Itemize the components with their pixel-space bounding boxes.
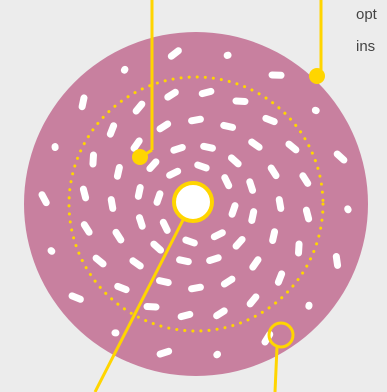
dust-hole — [80, 221, 93, 236]
dust-hole — [156, 347, 173, 358]
dust-hole — [269, 228, 279, 245]
dust-hole — [228, 202, 239, 218]
dust-hole — [170, 143, 186, 154]
callout-dot — [132, 149, 148, 165]
dust-hole — [120, 65, 129, 74]
dust-hole — [47, 247, 56, 255]
dust-hole — [132, 100, 146, 115]
dust-hole — [155, 277, 172, 287]
dust-hole — [332, 252, 342, 269]
dust-hole — [285, 140, 300, 154]
dust-hole — [220, 275, 236, 288]
dust-hole — [51, 143, 59, 152]
dust-hole — [79, 185, 90, 202]
dust-hole — [262, 114, 278, 126]
dust-hole — [206, 254, 222, 265]
dust-hole — [198, 87, 215, 98]
dust-hole — [302, 206, 313, 223]
dust-hole — [164, 88, 179, 101]
dotted-ring — [67, 75, 325, 333]
dust-hole — [134, 184, 144, 200]
dust-hole — [223, 51, 232, 59]
dust-hole — [153, 190, 164, 206]
dust-hole — [182, 236, 198, 247]
dust-hole — [248, 208, 258, 224]
dust-hole — [220, 121, 237, 131]
dust-hole — [146, 158, 160, 173]
dust-hole — [159, 218, 171, 234]
dust-hole — [188, 283, 204, 293]
dust-hole — [177, 310, 194, 321]
dust-hole — [130, 137, 143, 152]
dust-hole — [188, 115, 204, 125]
dust-hole — [167, 47, 182, 60]
dust-hole — [227, 154, 242, 168]
dust-hole — [232, 97, 249, 105]
dust-hole — [150, 240, 165, 254]
dust-hole — [267, 164, 280, 180]
dust-hole — [68, 292, 84, 303]
dust-hole — [295, 240, 303, 257]
dust-hole — [232, 235, 246, 250]
dust-hole — [246, 178, 257, 194]
dust-hole — [194, 161, 210, 172]
dust-hole — [135, 214, 146, 230]
callout-line — [93, 219, 185, 392]
dust-hole — [89, 151, 97, 168]
dust-hole — [210, 229, 226, 241]
dust-hole — [114, 282, 130, 294]
dust-hole — [106, 122, 118, 138]
dust-hole — [213, 307, 228, 320]
dust-hole — [166, 167, 182, 179]
dust-hole — [176, 256, 192, 266]
dust-hole — [107, 196, 117, 212]
dust-hole — [78, 94, 88, 111]
dust-hole — [112, 228, 125, 244]
dust-hole — [249, 256, 262, 271]
dust-hole — [333, 150, 348, 164]
dust-hole — [129, 257, 144, 270]
dust-hole — [221, 174, 233, 190]
dust-hole — [246, 293, 260, 308]
dust-hole — [200, 142, 216, 152]
dust-hole — [305, 301, 313, 310]
dust-hole — [268, 71, 285, 79]
dust-hole — [143, 303, 160, 311]
dust-hole — [156, 120, 172, 133]
dust-hole — [248, 138, 263, 151]
dust-hole — [38, 191, 50, 207]
dust-hole — [299, 172, 312, 187]
dust-hole — [311, 106, 320, 115]
callout-dot — [309, 68, 325, 84]
label-text: ins — [356, 38, 375, 55]
dust-hole — [275, 196, 285, 212]
dust-hole — [113, 163, 123, 180]
dust-hole — [92, 254, 107, 268]
dust-hole — [111, 329, 120, 337]
center-hole — [172, 181, 214, 223]
dust-hole — [213, 350, 222, 359]
holes — [38, 47, 352, 359]
dust-hole — [274, 270, 286, 286]
callout-line — [273, 346, 279, 392]
dust-hole — [344, 205, 352, 214]
label-text: opt — [356, 6, 378, 23]
callout-ring — [267, 321, 295, 349]
